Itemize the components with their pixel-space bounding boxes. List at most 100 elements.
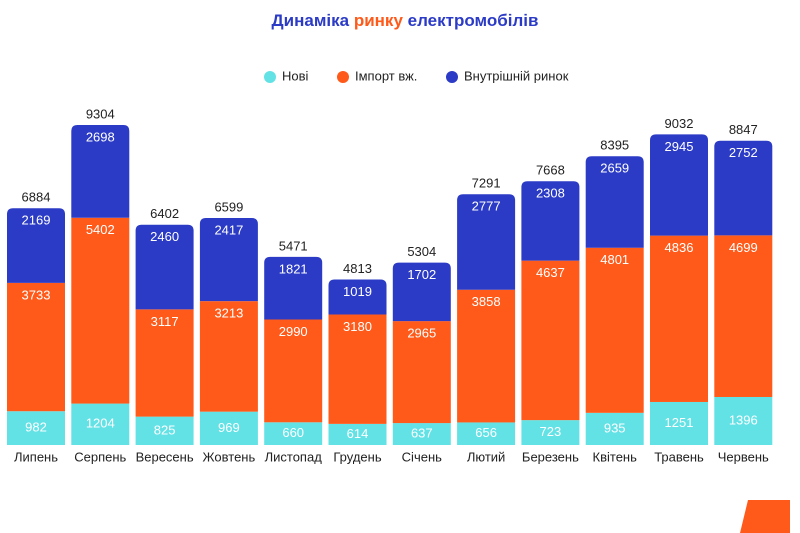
total-label: 7291 xyxy=(472,176,501,191)
value-label: 2965 xyxy=(407,326,436,341)
bar-segment xyxy=(714,140,773,236)
legend-marker xyxy=(264,71,276,83)
bar-segment xyxy=(7,282,65,412)
value-label: 1821 xyxy=(279,261,308,276)
x-tick-label: Жовтень xyxy=(203,449,256,464)
value-label: 982 xyxy=(25,420,47,435)
value-label: 660 xyxy=(282,425,304,440)
value-label: 656 xyxy=(475,425,497,440)
total-label: 6884 xyxy=(22,190,51,205)
legend-marker xyxy=(446,71,458,83)
x-tick-label: Грудень xyxy=(333,449,381,464)
bar-segment xyxy=(199,301,258,412)
x-tick-label: Серпень xyxy=(74,449,126,464)
total-label: 8847 xyxy=(729,122,758,137)
value-label: 2698 xyxy=(86,129,115,144)
value-label: 4699 xyxy=(729,240,758,255)
value-label: 1396 xyxy=(729,412,758,427)
value-label: 969 xyxy=(218,420,240,435)
value-label: 4801 xyxy=(600,252,629,267)
bar-segment xyxy=(199,218,258,302)
value-label: 2777 xyxy=(472,199,501,214)
value-label: 1251 xyxy=(665,415,694,430)
bar-segment xyxy=(392,321,451,424)
title-highlight: ринку xyxy=(354,11,404,30)
x-tick-label: Травень xyxy=(654,449,704,464)
value-label: 2417 xyxy=(214,222,243,237)
x-tick-label: Лютий xyxy=(467,449,505,464)
bar-segment xyxy=(71,217,130,404)
total-label: 9304 xyxy=(86,106,115,121)
bar-segment xyxy=(328,279,387,315)
value-label: 5402 xyxy=(86,222,115,237)
bar-segment xyxy=(585,156,644,248)
value-label: 935 xyxy=(604,420,626,435)
total-label: 9032 xyxy=(665,116,694,131)
value-label: 2308 xyxy=(536,186,565,201)
value-label: 1019 xyxy=(343,284,372,299)
bar-segment xyxy=(521,420,580,445)
value-label: 2460 xyxy=(150,229,179,244)
value-label: 614 xyxy=(347,426,369,441)
value-label: 1702 xyxy=(407,267,436,282)
value-label: 637 xyxy=(411,425,433,440)
value-label: 2659 xyxy=(600,161,629,176)
bar-segment xyxy=(392,423,451,445)
x-tick-label: Листопад xyxy=(265,449,323,464)
x-tick-label: Січень xyxy=(402,449,442,464)
bar-segment xyxy=(585,247,644,413)
bar-segment xyxy=(521,181,580,261)
legend-label: Внутрішній ринок xyxy=(464,68,569,83)
bar-segment xyxy=(199,411,258,445)
bar-segment xyxy=(650,235,708,402)
bar-segment xyxy=(328,314,387,424)
value-label: 3180 xyxy=(343,319,372,334)
x-tick-label: Квітень xyxy=(593,449,638,464)
bar-segment xyxy=(714,396,773,445)
value-label: 4637 xyxy=(536,265,565,280)
total-label: 6599 xyxy=(214,199,243,214)
total-label: 5304 xyxy=(407,244,436,259)
x-tick-label: Червень xyxy=(718,449,769,464)
value-label: 3733 xyxy=(22,287,51,302)
value-label: 2169 xyxy=(22,213,51,228)
bar-segment xyxy=(328,423,387,445)
total-label: 8395 xyxy=(600,138,629,153)
value-label: 825 xyxy=(154,422,176,437)
legend-label: Нові xyxy=(282,68,309,83)
total-label: 6402 xyxy=(150,206,179,221)
bar-segment xyxy=(650,134,708,236)
bar-segment xyxy=(71,125,130,218)
chart-title: Динаміка ринку електромобілів xyxy=(272,11,539,30)
bar-segment xyxy=(457,289,516,423)
logo xyxy=(740,500,790,533)
bar-segment xyxy=(135,416,194,445)
bar-segment xyxy=(714,235,773,397)
total-label: 4813 xyxy=(343,261,372,276)
bar-segment xyxy=(135,224,194,310)
title-start: Динаміка xyxy=(272,11,350,30)
bar-segment xyxy=(71,403,130,445)
x-tick-label: Вересень xyxy=(136,449,194,464)
value-label: 2945 xyxy=(665,139,694,154)
value-label: 3117 xyxy=(151,314,179,329)
bar-segment xyxy=(650,401,708,445)
value-label: 2990 xyxy=(279,324,308,339)
bar-segment xyxy=(457,422,516,445)
bar-segment xyxy=(135,309,194,417)
title-end: електромобілів xyxy=(408,11,539,30)
bar-segment xyxy=(264,319,323,423)
x-tick-label: Липень xyxy=(14,449,58,464)
bar-segment xyxy=(585,412,644,445)
bar-segment xyxy=(7,208,65,283)
bar-segment xyxy=(264,256,323,320)
bar-segment xyxy=(264,422,323,445)
total-label: 7668 xyxy=(536,163,565,178)
value-label: 3858 xyxy=(472,294,501,309)
bar-segment xyxy=(392,262,451,322)
bar-segment xyxy=(7,411,65,445)
value-label: 723 xyxy=(540,424,562,439)
legend-marker xyxy=(337,71,349,83)
